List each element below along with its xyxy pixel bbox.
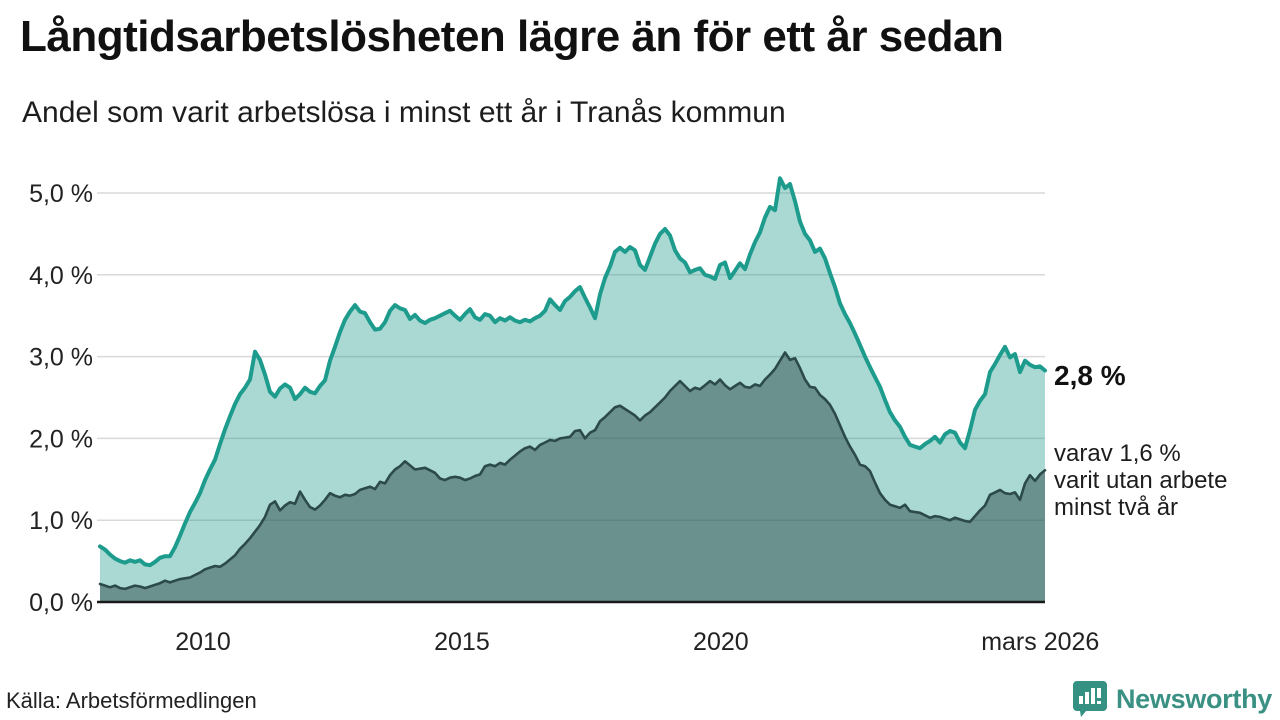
y-tick-label: 1,0 % <box>29 507 93 535</box>
source-caption: Källa: Arbetsförmedlingen <box>6 688 257 713</box>
x-tick-label: 2010 <box>175 628 231 656</box>
secondary-value-label: varav 1,6 % varit utan arbete minst två … <box>1054 440 1228 521</box>
chart-subtitle: Andel som varit arbetslösa i minst ett å… <box>22 96 786 129</box>
x-tick-label: 2020 <box>693 628 749 656</box>
series-area <box>100 352 1045 602</box>
x-tick-label: mars 2026 <box>981 628 1099 656</box>
y-tick-label: 4,0 % <box>29 262 93 290</box>
newsworthy-bubble-icon <box>1072 681 1107 717</box>
y-tick-label: 5,0 % <box>29 180 93 208</box>
x-tick-label: 2015 <box>434 628 490 656</box>
series-line <box>98 351 1047 591</box>
page-title: Långtidsarbetslösheten lägre än för ett … <box>20 12 1004 61</box>
y-tick-label: 2,0 % <box>29 425 93 453</box>
series-line <box>98 176 1047 568</box>
newsworthy-logo: Newsworthy <box>1072 680 1272 718</box>
y-tick-label: 0,0 % <box>29 589 93 617</box>
newsworthy-wordmark: Newsworthy <box>1115 683 1272 714</box>
latest-value-label: 2,8 % <box>1054 360 1126 391</box>
y-tick-label: 3,0 % <box>29 344 93 372</box>
